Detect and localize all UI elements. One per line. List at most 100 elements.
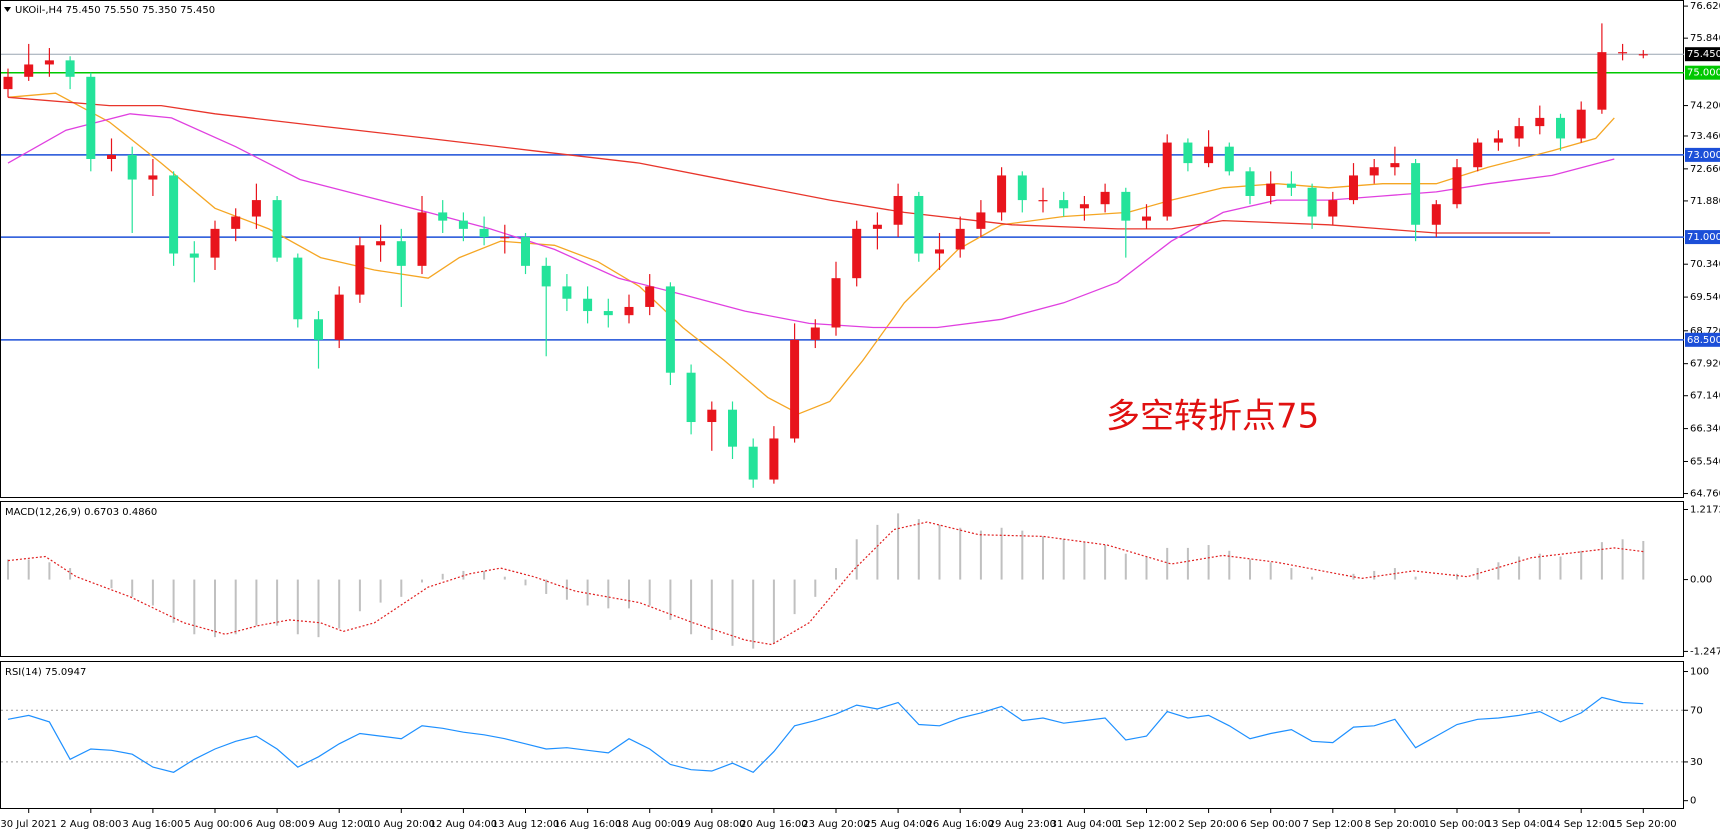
macd-panel bbox=[0, 501, 1684, 657]
candle-body bbox=[1638, 54, 1648, 56]
candle-body bbox=[603, 311, 613, 316]
candle-body bbox=[438, 212, 448, 221]
candle-body bbox=[1224, 146, 1234, 172]
x-tick-label: 1 Sep 12:00 bbox=[1116, 819, 1176, 830]
candle-body bbox=[1473, 142, 1483, 168]
y-tick-label: 71.880 bbox=[1690, 196, 1720, 207]
candle-body bbox=[976, 212, 986, 229]
candle-body bbox=[1328, 200, 1338, 217]
candle-body bbox=[1576, 109, 1586, 139]
y-tick-label: 70.340 bbox=[1690, 259, 1720, 270]
candle-body bbox=[65, 60, 75, 77]
y-tick-label: 72.660 bbox=[1690, 164, 1720, 175]
price-label: 73.000 bbox=[1687, 150, 1720, 161]
price-panel bbox=[0, 0, 1684, 498]
rsi-title: RSI(14) 75.0947 bbox=[5, 667, 86, 678]
candle-body bbox=[1162, 142, 1172, 217]
candle-body bbox=[665, 286, 675, 373]
x-tick-label: 10 Sep 00:00 bbox=[1424, 819, 1491, 830]
y-tick-label: 100 bbox=[1690, 667, 1709, 678]
candle-body bbox=[127, 154, 137, 180]
candle-body bbox=[686, 372, 696, 423]
candle-body bbox=[852, 228, 862, 279]
candle-body bbox=[1535, 117, 1545, 127]
x-tick-label: 19 Aug 08:00 bbox=[678, 819, 745, 830]
candle-body bbox=[1618, 52, 1628, 54]
price-label-box bbox=[1685, 147, 1720, 162]
x-tick-label: 6 Sep 00:00 bbox=[1241, 819, 1301, 830]
candle-body bbox=[1204, 146, 1214, 164]
candle-body bbox=[1349, 175, 1358, 201]
candle-body bbox=[521, 237, 530, 266]
candle-body bbox=[1452, 167, 1462, 205]
price-label-box bbox=[1685, 332, 1720, 347]
candle-body bbox=[728, 409, 737, 447]
candle-body bbox=[624, 306, 634, 316]
candle-body bbox=[1079, 204, 1089, 209]
price-label-box bbox=[1685, 230, 1720, 245]
candle-body bbox=[914, 195, 924, 254]
x-tick-label: 18 Aug 00:00 bbox=[616, 819, 683, 830]
candle-body bbox=[541, 265, 551, 287]
candle-body bbox=[997, 175, 1007, 213]
candle-body bbox=[893, 195, 903, 225]
x-tick-label: 20 Aug 16:00 bbox=[740, 819, 807, 830]
y-tick-label: 0 bbox=[1690, 796, 1696, 807]
candle-body bbox=[1307, 187, 1317, 217]
candle-body bbox=[1245, 171, 1255, 196]
menu-arrow bbox=[4, 7, 11, 12]
price-label: 68.500 bbox=[1687, 335, 1720, 346]
candle-body bbox=[790, 339, 800, 439]
y-tick-label: 68.720 bbox=[1690, 326, 1720, 337]
candle-body bbox=[231, 216, 241, 229]
y-tick-label: 65.540 bbox=[1690, 456, 1720, 467]
candle-body bbox=[107, 154, 116, 159]
x-tick-label: 2 Sep 20:00 bbox=[1178, 819, 1238, 830]
rsi-line bbox=[7, 696, 1644, 774]
x-tick-label: 15 Sep 20:00 bbox=[1610, 819, 1677, 830]
x-tick-label: 26 Aug 16:00 bbox=[926, 819, 993, 830]
candle-body bbox=[148, 175, 158, 180]
price-label-box bbox=[1685, 47, 1720, 62]
y-tick-label: 75.840 bbox=[1690, 33, 1720, 44]
candle-body bbox=[251, 200, 261, 217]
candle-body bbox=[1100, 191, 1110, 205]
y-tick-label: 30 bbox=[1690, 757, 1703, 768]
candle-body bbox=[872, 224, 882, 229]
x-tick-label: 7 Sep 12:00 bbox=[1303, 819, 1363, 830]
x-tick-label: 5 Aug 00:00 bbox=[184, 819, 245, 830]
x-tick-label: 9 Aug 12:00 bbox=[309, 819, 370, 830]
y-tick-label: 66.340 bbox=[1690, 424, 1720, 435]
candle-body bbox=[458, 220, 468, 229]
x-tick-label: 12 Aug 04:00 bbox=[430, 819, 497, 830]
x-tick-label: 23 Aug 20:00 bbox=[802, 819, 869, 830]
candle-body bbox=[293, 257, 303, 320]
price-label: 71.000 bbox=[1687, 232, 1720, 243]
candle-body bbox=[1514, 126, 1524, 139]
candle-body bbox=[1059, 200, 1069, 209]
rsi-panel bbox=[0, 661, 1684, 809]
candle-body bbox=[1017, 175, 1027, 201]
signal-line bbox=[7, 521, 1644, 646]
moving-average bbox=[7, 96, 1551, 234]
candle-body bbox=[1431, 204, 1441, 225]
candle-body bbox=[86, 76, 96, 159]
y-tick-label: 64.760 bbox=[1690, 489, 1720, 500]
candle-body bbox=[24, 64, 34, 77]
y-tick-label: 74.200 bbox=[1690, 101, 1720, 112]
x-tick-label: 8 Sep 20:00 bbox=[1365, 819, 1425, 830]
x-tick-label: 2 Aug 08:00 bbox=[60, 819, 121, 830]
candle-body bbox=[1142, 216, 1151, 221]
candle-body bbox=[3, 76, 13, 90]
x-tick-label: 31 Aug 04:00 bbox=[1051, 819, 1118, 830]
candle-body bbox=[707, 409, 717, 423]
candle-body bbox=[272, 200, 282, 258]
macd-title: MACD(12,26,9) 0.6703 0.4860 bbox=[5, 507, 157, 518]
candle-body bbox=[1121, 191, 1131, 221]
y-tick-label: -1.2479 bbox=[1690, 646, 1720, 657]
candle-body bbox=[769, 438, 779, 480]
candle-body bbox=[1556, 117, 1565, 139]
y-tick-label: 70 bbox=[1690, 705, 1703, 716]
candle-body bbox=[935, 249, 944, 254]
